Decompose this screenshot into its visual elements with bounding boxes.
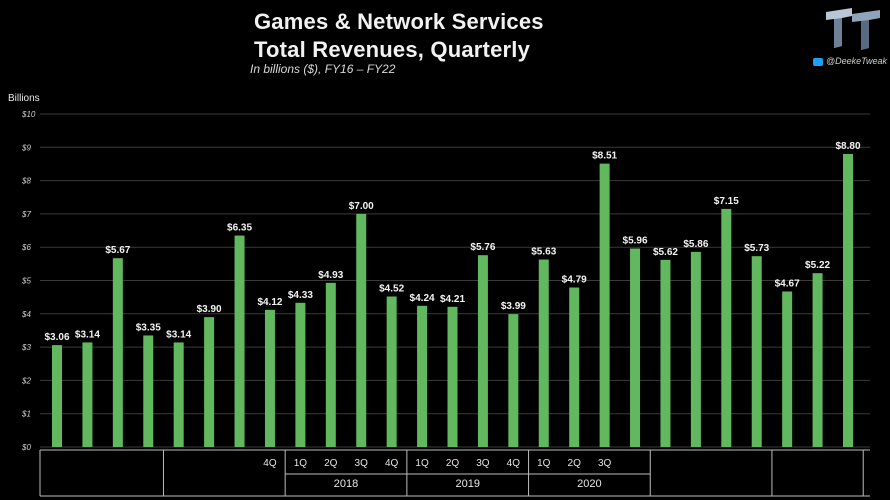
bar — [508, 314, 519, 447]
bar — [660, 259, 671, 447]
data-label: $5.76 — [470, 242, 495, 253]
year-label: 2019 — [455, 478, 479, 490]
quarter-label: 1Q — [415, 458, 429, 469]
data-label: $5.22 — [805, 260, 830, 271]
data-label: $4.21 — [440, 294, 465, 305]
bar — [264, 309, 275, 447]
tt-logo-icon — [826, 8, 880, 50]
data-label: $7.15 — [714, 196, 739, 207]
data-label: $5.62 — [653, 247, 678, 258]
y-tick-label: $9 — [21, 143, 31, 152]
chart-title-line2: Total Revenues, Quarterly — [254, 37, 531, 62]
data-label: $4.67 — [775, 278, 800, 289]
bar — [417, 305, 428, 447]
bar — [173, 342, 184, 447]
data-label: $4.33 — [288, 290, 313, 301]
y-tick-label: $4 — [21, 310, 31, 319]
quarter-label: 3Q — [476, 458, 490, 469]
data-label: $3.35 — [136, 322, 161, 333]
quarter-label: 4Q — [507, 458, 521, 469]
data-label: $4.52 — [379, 283, 404, 294]
data-label: $8.51 — [592, 151, 617, 162]
handle-text: @DeekeTweak — [826, 56, 887, 66]
quarter-label: 3Q — [598, 458, 612, 469]
data-label: $4.24 — [410, 293, 435, 304]
chart-subtitle: In billions ($), FY16 – FY22 — [250, 62, 396, 76]
y-tick-label: $10 — [21, 110, 36, 119]
bar — [751, 256, 762, 447]
quarter-label: 4Q — [263, 458, 277, 469]
bar — [234, 235, 245, 447]
year-label: 2020 — [577, 478, 601, 490]
bar — [721, 208, 732, 447]
data-label: $5.73 — [744, 243, 769, 254]
bar — [204, 317, 215, 447]
bar — [82, 342, 93, 447]
twitter-icon — [813, 57, 823, 66]
bar — [630, 248, 641, 447]
y-tick-label: $0 — [21, 443, 31, 452]
bar — [569, 287, 580, 447]
data-label: $3.14 — [166, 329, 191, 340]
y-axis-label: Billions — [8, 93, 40, 104]
twitter-handle: @DeekeTweak — [813, 56, 887, 66]
data-label: $6.35 — [227, 223, 252, 234]
quarter-label: 4Q — [385, 458, 399, 469]
bar — [447, 306, 458, 447]
data-label: $3.06 — [44, 332, 69, 343]
y-tick-label: $1 — [21, 410, 31, 419]
data-label: $3.99 — [501, 301, 526, 312]
y-tick-label: $7 — [21, 210, 31, 219]
bar — [843, 153, 853, 447]
bar — [477, 255, 488, 447]
quarter-label: 1Q — [537, 458, 551, 469]
bar — [690, 251, 701, 447]
data-label: $5.96 — [623, 236, 648, 247]
bar — [112, 258, 123, 447]
bar — [295, 302, 306, 447]
data-label: $5.63 — [531, 247, 556, 258]
bar — [386, 296, 397, 447]
y-tick-label: $2 — [21, 376, 31, 385]
bar — [52, 345, 62, 447]
y-tick-label: $3 — [21, 343, 31, 352]
data-label: $8.80 — [835, 141, 860, 152]
bar — [538, 259, 549, 447]
bar — [812, 273, 823, 447]
data-label: $4.79 — [562, 274, 587, 285]
bar — [143, 335, 154, 447]
data-label: $3.90 — [197, 304, 222, 315]
bar — [325, 282, 336, 447]
bar — [782, 291, 793, 447]
quarter-label: 2Q — [324, 458, 338, 469]
quarter-label: 2Q — [446, 458, 460, 469]
y-tick-label: $6 — [21, 243, 31, 252]
y-tick-label: $8 — [21, 177, 31, 186]
data-label: $7.00 — [349, 201, 374, 212]
data-label: $4.93 — [318, 270, 343, 281]
bar — [599, 163, 610, 447]
chart-title: Games & Network Services — [254, 9, 544, 34]
year-label: 2018 — [334, 478, 358, 490]
quarter-label: 1Q — [294, 458, 308, 469]
bar — [356, 213, 367, 447]
data-label: $4.12 — [257, 297, 282, 308]
quarter-label: 2Q — [568, 458, 582, 469]
data-label: $3.14 — [75, 329, 100, 340]
data-label: $5.86 — [683, 239, 708, 250]
data-label: $5.67 — [105, 245, 130, 256]
quarter-label: 3Q — [355, 458, 369, 469]
y-tick-label: $5 — [21, 277, 31, 286]
